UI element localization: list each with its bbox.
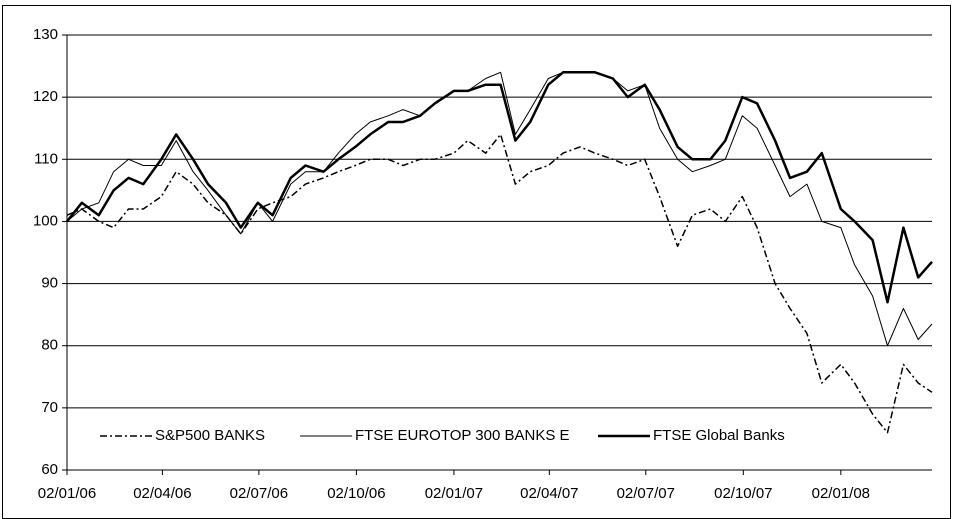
y-tick-label: 130	[33, 26, 58, 43]
series-line	[66, 133, 933, 434]
x-tick-label: 02/04/06	[133, 485, 191, 502]
y-tick-label: 70	[41, 399, 58, 416]
x-tick-label: 02/01/06	[38, 485, 96, 502]
x-tick-label: 02/01/08	[812, 485, 870, 502]
x-tick-label: 02/01/07	[425, 485, 483, 502]
x-tick-label: 02/07/07	[617, 485, 675, 502]
y-tick-label: 80	[41, 337, 58, 354]
legend-label: FTSE EUROTOP 300 BANKS E	[355, 427, 570, 444]
x-tick-label: 02/04/07	[520, 485, 578, 502]
y-tick-label: 100	[33, 212, 58, 229]
series-line	[66, 71, 933, 304]
y-tick-label: 110	[34, 150, 58, 167]
y-tick-label: 120	[33, 88, 58, 105]
legend-label: FTSE Global Banks	[653, 427, 785, 444]
x-tick-label: 02/07/06	[230, 485, 288, 502]
y-tick-label: 90	[41, 275, 58, 292]
y-tick-label: 60	[41, 461, 58, 478]
chart-frame	[2, 5, 951, 519]
x-tick-label: 02/10/06	[327, 485, 385, 502]
x-tick-label: 02/10/07	[714, 485, 772, 502]
legend-label: S&P500 BANKS	[155, 427, 265, 444]
series-line	[66, 71, 933, 347]
